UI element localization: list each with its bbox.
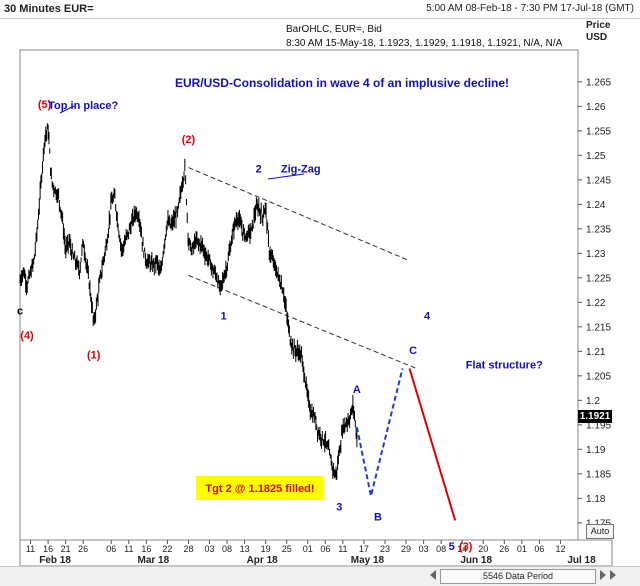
y-tick-label: 1.22 xyxy=(586,298,606,309)
data-period: 5546 Data Period xyxy=(440,569,596,584)
x-tick-label: 20 xyxy=(478,544,488,554)
y-tick-label: 1.19 xyxy=(586,445,606,456)
x-tick-label: 12 xyxy=(555,544,565,554)
x-tick-label: 16 xyxy=(43,544,53,554)
wave-label: Top in place? xyxy=(48,100,118,112)
unit-label: USD xyxy=(586,32,608,43)
y-tick-label: 1.25 xyxy=(586,151,606,162)
y-tick-label: 1.24 xyxy=(586,200,606,211)
x-tick-label: 25 xyxy=(282,544,292,554)
zigzag-pointer-line xyxy=(267,173,305,180)
wave-label: 4 xyxy=(424,311,431,323)
wave-label: (4) xyxy=(20,330,34,342)
x-tick-label: 17 xyxy=(359,544,369,554)
x-tick-label: 06 xyxy=(534,544,544,554)
x-tick-label: 01 xyxy=(303,544,313,554)
scroll-end-icon[interactable] xyxy=(610,570,616,580)
x-month-label: Jun 18 xyxy=(460,555,492,566)
x-month-label: Feb 18 xyxy=(39,555,71,566)
x-month-label: Mar 18 xyxy=(138,555,170,566)
wave-label: 3 xyxy=(336,502,342,514)
y-tick-label: 1.265 xyxy=(586,77,611,88)
price-axis-title: Price USD xyxy=(586,20,610,44)
x-tick-label: 14 xyxy=(457,544,467,554)
wave-label: (5) xyxy=(38,99,52,111)
wave-label: 2 xyxy=(256,164,262,176)
wave-label: A xyxy=(353,384,361,396)
y-tick-label: 1.215 xyxy=(586,322,611,333)
wave-label: 5 xyxy=(449,541,455,553)
x-tick-label: 03 xyxy=(205,544,215,554)
x-tick-label: 06 xyxy=(106,544,116,554)
wave-label: B xyxy=(374,511,382,523)
wave-label: Flat structure? xyxy=(466,360,543,372)
wave-label: (3) xyxy=(459,541,473,553)
x-tick-label: 23 xyxy=(380,544,390,554)
x-month-label: May 18 xyxy=(351,555,385,566)
target-box xyxy=(196,476,324,500)
y-tick-label: 1.195 xyxy=(586,420,611,431)
y-tick-label: 1.21 xyxy=(586,347,606,358)
channel-line xyxy=(188,167,410,262)
scroll-left-icon[interactable] xyxy=(430,570,436,580)
chart-title-bar: 30 Minutes EUR= xyxy=(4,3,94,15)
x-tick-label: 08 xyxy=(436,544,446,554)
date-range: 5:00 AM 08-Feb-18 - 7:30 PM 17-Jul-18 (G… xyxy=(426,3,634,14)
x-tick-label: 11 xyxy=(124,544,133,554)
y-tick-label: 1.235 xyxy=(586,224,611,235)
x-tick-label: 13 xyxy=(240,544,250,554)
target-label: Tgt 2 @ 1.1825 filled! xyxy=(205,483,314,495)
projection-red-path xyxy=(408,368,457,521)
price-label: Price xyxy=(586,20,611,31)
x-month-label: Jul 18 xyxy=(567,555,596,566)
y-tick-label: 1.245 xyxy=(586,175,611,186)
y-tick-label: 1.225 xyxy=(586,273,611,284)
plot-frame xyxy=(19,49,579,541)
x-tick-label: 26 xyxy=(499,544,509,554)
x-tick-label: 03 xyxy=(419,544,429,554)
x-tick-label: 26 xyxy=(78,544,88,554)
wave-label: C xyxy=(409,345,417,357)
projection-blue-path xyxy=(355,368,404,497)
x-tick-label: 01 xyxy=(517,544,527,554)
footer-bar: 5546 Data Period xyxy=(0,566,640,586)
x-tick-label: 22 xyxy=(162,544,172,554)
x-tick-label: 19 xyxy=(261,544,271,554)
y-tick-label: 1.255 xyxy=(586,126,611,137)
chart-title: EUR/USD-Consolidation in wave 4 of an im… xyxy=(175,76,509,90)
x-tick-label: 29 xyxy=(401,544,411,554)
x-tick-label: 21 xyxy=(61,544,71,554)
y-tick-label: 1.23 xyxy=(586,249,606,260)
y-tick-label: 1.175 xyxy=(586,518,611,529)
chart-header: 30 Minutes EUR= 5:00 AM 08-Feb-18 - 7:30… xyxy=(0,0,640,19)
x-tick-label: 28 xyxy=(183,544,193,554)
auto-scale-button[interactable]: Auto xyxy=(586,524,614,539)
top-pointer-line xyxy=(59,105,75,114)
wave-label: (1) xyxy=(87,350,101,362)
y-tick-label: 1.18 xyxy=(586,494,606,505)
bar-values: 8:30 AM 15-May-18, 1.1923, 1.1929, 1.191… xyxy=(286,38,563,49)
x-month-label: Apr 18 xyxy=(247,555,279,566)
channel-line xyxy=(188,274,417,369)
x-tick-label: 11 xyxy=(26,544,35,554)
wave-label: (2) xyxy=(182,134,196,146)
y-tick-label: 1.26 xyxy=(586,102,606,113)
last-price-badge: 1.1921 xyxy=(578,410,612,423)
wave-label: c xyxy=(17,306,23,318)
x-tick-label: 06 xyxy=(320,544,330,554)
wave-label: Zig-Zag xyxy=(281,164,321,176)
wave-label: 1 xyxy=(220,311,226,323)
x-tick-label: 08 xyxy=(222,544,232,554)
series-info: BarOHLC, EUR=, Bid xyxy=(286,24,382,35)
y-tick-label: 1.185 xyxy=(586,469,611,480)
y-tick-label: 1.2 xyxy=(586,396,600,407)
x-tick-label: 11 xyxy=(338,544,347,554)
x-tick-label: 16 xyxy=(141,544,151,554)
y-tick-label: 1.205 xyxy=(586,371,611,382)
scroll-right-icon[interactable] xyxy=(600,570,606,580)
